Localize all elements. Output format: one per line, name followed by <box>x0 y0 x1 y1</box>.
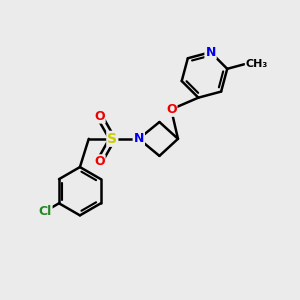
Text: S: S <box>107 132 117 146</box>
Text: O: O <box>94 110 105 123</box>
Text: O: O <box>166 103 176 116</box>
Text: N: N <box>206 46 216 59</box>
Text: N: N <box>134 132 144 145</box>
Text: O: O <box>94 155 105 168</box>
Text: Cl: Cl <box>38 205 52 218</box>
Text: CH₃: CH₃ <box>246 59 268 69</box>
